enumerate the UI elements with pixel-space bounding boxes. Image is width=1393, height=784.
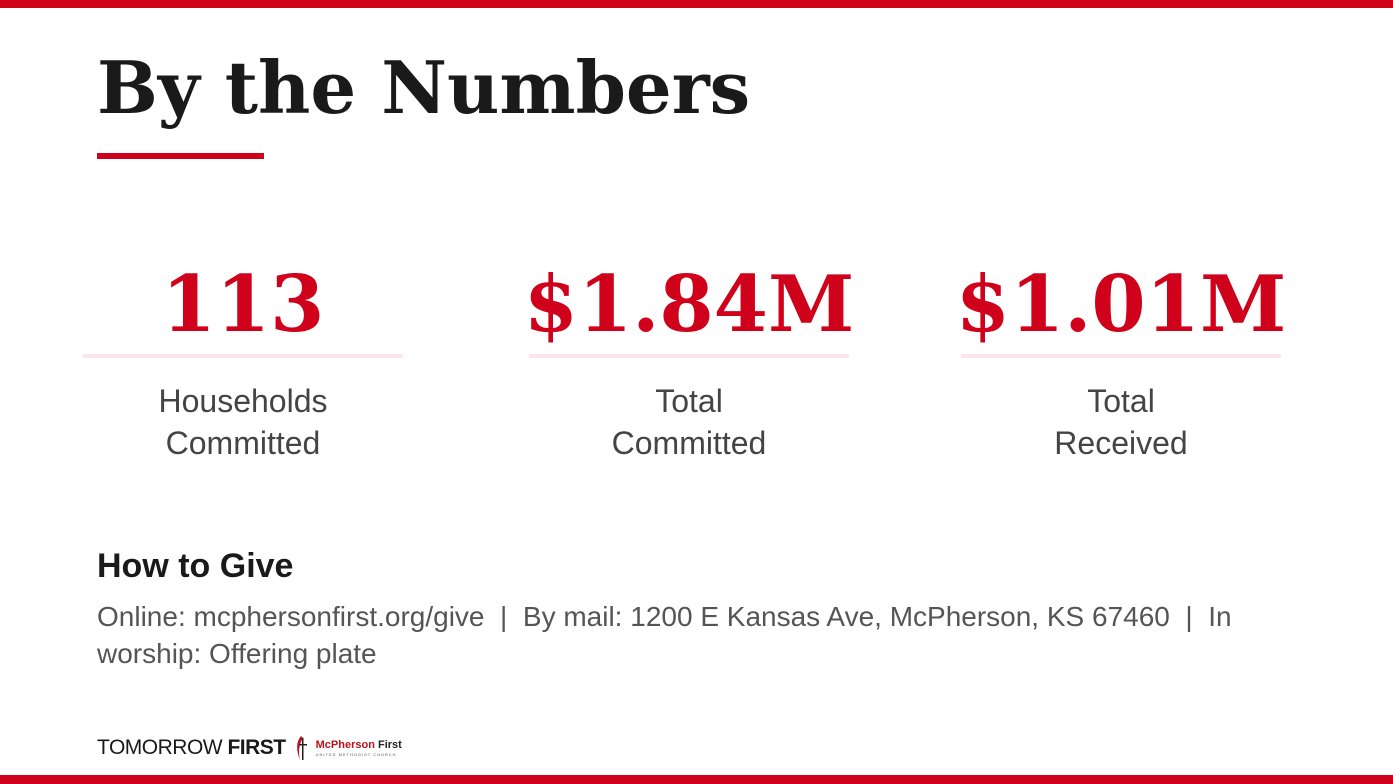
give-text: Online: mcphersonfirst.org/give | By mai… xyxy=(97,601,1240,669)
stat-value: $1.01M xyxy=(955,259,1287,350)
bottom-bar xyxy=(0,775,1393,784)
stat-value: 113 xyxy=(161,259,325,350)
top-bar xyxy=(0,0,1393,8)
org-sub: UNITED METHODIST CHURCH xyxy=(315,751,397,757)
stat: $1.01M Total Received xyxy=(951,260,1291,464)
stat-label: Total Received xyxy=(1054,383,1188,461)
stat-label: Total Committed xyxy=(611,383,767,461)
stat-label: Households Committed xyxy=(158,383,328,461)
brand-light: TOMORROW xyxy=(97,736,223,759)
brand-bold: FIRST xyxy=(227,736,286,759)
stat-rule xyxy=(529,354,849,358)
give-heading: How to Give xyxy=(97,547,294,585)
footer-logo: TOMORROW FIRST McPherson First UNITED ME… xyxy=(97,733,402,763)
stat-value: $1.84M xyxy=(523,259,855,350)
stat-rule xyxy=(83,354,403,358)
org-name: McPherson xyxy=(315,738,375,751)
title: By the Numbers xyxy=(97,45,751,130)
stat: 113 Households Committed xyxy=(73,260,413,464)
brand: TOMORROW FIRST xyxy=(97,736,286,760)
org-name-bold: First xyxy=(377,738,402,751)
cross-flame-icon xyxy=(296,736,307,760)
stat-rule xyxy=(961,354,1281,358)
org: McPherson First UNITED METHODIST CHURCH xyxy=(315,738,402,757)
stat: $1.84M Total Committed xyxy=(519,260,859,464)
title-underline xyxy=(97,153,264,159)
